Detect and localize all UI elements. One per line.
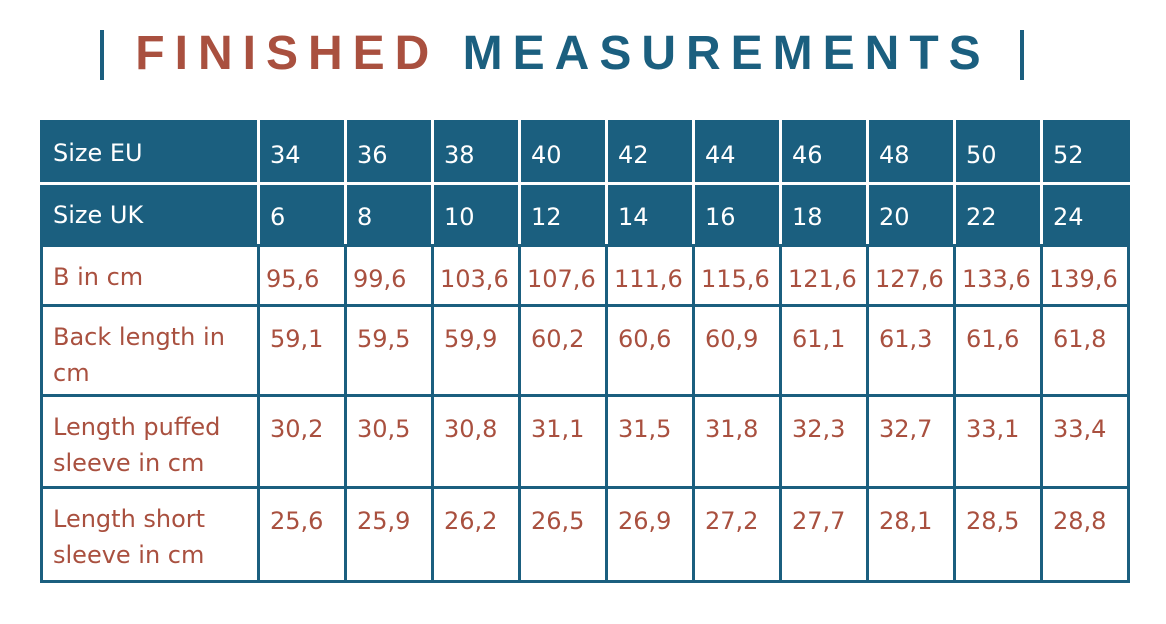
size-cell: 12 bbox=[518, 182, 608, 247]
measurement-cell: 61,1 bbox=[779, 304, 869, 397]
measurement-cell: 31,1 bbox=[518, 394, 608, 489]
measurement-cell: 25,9 bbox=[344, 486, 434, 583]
measurement-cell: 60,2 bbox=[518, 304, 608, 397]
size-cell: 38 bbox=[431, 120, 521, 185]
measurement-cell: 27,2 bbox=[692, 486, 782, 583]
measurement-cell: 26,2 bbox=[431, 486, 521, 583]
measurement-cell: 59,1 bbox=[257, 304, 347, 397]
size-cell: 16 bbox=[692, 182, 782, 247]
size-cell: 36 bbox=[344, 120, 434, 185]
measurement-cell: 61,6 bbox=[953, 304, 1043, 397]
size-cell: 6 bbox=[257, 182, 347, 247]
measurement-cell: 133,6 bbox=[953, 244, 1043, 307]
measurement-cell: 33,1 bbox=[953, 394, 1043, 489]
size-cell: 44 bbox=[692, 120, 782, 185]
measurement-cell: 32,3 bbox=[779, 394, 869, 489]
size-cell: 48 bbox=[866, 120, 956, 185]
measurements-table: Size EU 34 36 38 40 42 44 46 48 50 52 Size UK 6 8 10 12… bbox=[40, 120, 1130, 583]
size-cell: 46 bbox=[779, 120, 869, 185]
row-label: Length puffed sleeve in cm bbox=[40, 394, 260, 489]
measurement-cell: 59,9 bbox=[431, 304, 521, 397]
row-label: Back length in cm bbox=[40, 304, 260, 397]
measurement-cell: 30,2 bbox=[257, 394, 347, 489]
measurement-cell: 25,6 bbox=[257, 486, 347, 583]
title-divider-left bbox=[100, 30, 104, 80]
title-row: FINISHED MEASUREMENTS bbox=[0, 22, 1166, 86]
page-title: FINISHED MEASUREMENTS bbox=[120, 22, 1006, 86]
measurement-cell: 28,5 bbox=[953, 486, 1043, 583]
row-label: Length short sleeve in cm bbox=[40, 486, 260, 583]
measurements-table-container: Size EU 34 36 38 40 42 44 46 48 50 52 Size UK 6 8 10 12… bbox=[40, 120, 1130, 583]
table-row: Length puffed sleeve in cm 30,2 30,5 30,8 31… bbox=[40, 394, 1130, 489]
measurement-cell: 27,7 bbox=[779, 486, 869, 583]
size-cell: 34 bbox=[257, 120, 347, 185]
measurement-cell: 31,8 bbox=[692, 394, 782, 489]
size-cell: 40 bbox=[518, 120, 608, 185]
row-label: Size EU bbox=[40, 120, 260, 185]
size-cell: 42 bbox=[605, 120, 695, 185]
header-row: Size UK 6 8 10 12 14 16 18 20 22 24 bbox=[40, 182, 1130, 247]
size-cell: 24 bbox=[1040, 182, 1130, 247]
table-row: Length short sleeve in cm 25,6 25,9 26,2 26,… bbox=[40, 486, 1130, 583]
measurement-cell: 61,3 bbox=[866, 304, 956, 397]
measurement-cell: 31,5 bbox=[605, 394, 695, 489]
measurement-cell: 103,6 bbox=[431, 244, 521, 307]
measurement-cell: 60,9 bbox=[692, 304, 782, 397]
measurement-cell: 115,6 bbox=[692, 244, 782, 307]
measurement-cell: 99,6 bbox=[344, 244, 434, 307]
row-label: B in cm bbox=[40, 244, 260, 307]
measurement-cell: 32,7 bbox=[866, 394, 956, 489]
measurement-cell: 28,8 bbox=[1040, 486, 1130, 583]
size-cell: 8 bbox=[344, 182, 434, 247]
measurement-cell: 30,8 bbox=[431, 394, 521, 489]
measurement-cell: 95,6 bbox=[257, 244, 347, 307]
size-cell: 14 bbox=[605, 182, 695, 247]
measurement-cell: 121,6 bbox=[779, 244, 869, 307]
size-cell: 22 bbox=[953, 182, 1043, 247]
table-row: B in cm 95,6 99,6 103,6 107,6 111,6 115,6 121,6… bbox=[40, 244, 1130, 307]
title-divider-right bbox=[1020, 30, 1024, 80]
measurement-cell: 127,6 bbox=[866, 244, 956, 307]
title-part-finished: FINISHED bbox=[135, 27, 440, 80]
measurement-cell: 61,8 bbox=[1040, 304, 1130, 397]
size-cell: 18 bbox=[779, 182, 869, 247]
table-row: Back length in cm 59,1 59,5 59,9 60,2 60,6 60,… bbox=[40, 304, 1130, 397]
measurement-cell: 107,6 bbox=[518, 244, 608, 307]
measurement-cell: 26,9 bbox=[605, 486, 695, 583]
row-label: Size UK bbox=[40, 182, 260, 247]
measurement-cell: 139,6 bbox=[1040, 244, 1130, 307]
size-cell: 50 bbox=[953, 120, 1043, 185]
measurement-cell: 28,1 bbox=[866, 486, 956, 583]
measurement-cell: 26,5 bbox=[518, 486, 608, 583]
size-cell: 52 bbox=[1040, 120, 1130, 185]
measurement-cell: 59,5 bbox=[344, 304, 434, 397]
header-row: Size EU 34 36 38 40 42 44 46 48 50 52 bbox=[40, 120, 1130, 185]
size-cell: 20 bbox=[866, 182, 956, 247]
title-part-measurements: MEASUREMENTS bbox=[462, 27, 991, 80]
measurement-cell: 33,4 bbox=[1040, 394, 1130, 489]
measurement-cell: 111,6 bbox=[605, 244, 695, 307]
size-cell: 10 bbox=[431, 182, 521, 247]
measurement-cell: 30,5 bbox=[344, 394, 434, 489]
measurement-cell: 60,6 bbox=[605, 304, 695, 397]
